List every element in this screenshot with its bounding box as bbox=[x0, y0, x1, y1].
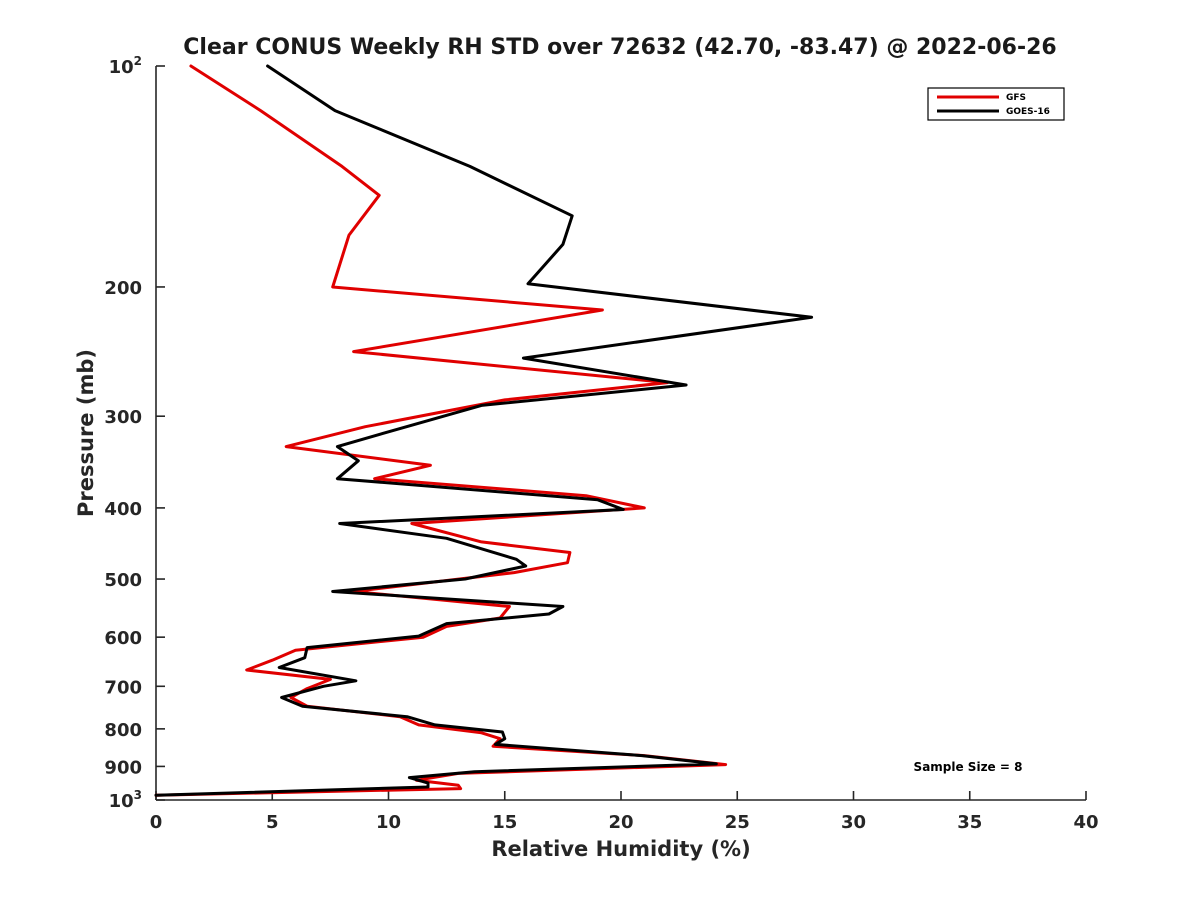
series-line-goes-16 bbox=[154, 64, 814, 797]
y-tick-label: 900 bbox=[104, 757, 142, 778]
y-tick-base: 10 bbox=[109, 791, 134, 812]
y-tick-exponent: 2 bbox=[134, 54, 142, 68]
legend-label-goes16: GOES-16 bbox=[1006, 107, 1050, 117]
y-tick-label: 600 bbox=[104, 628, 142, 649]
x-axis-label: Relative Humidity (%) bbox=[491, 837, 750, 861]
x-tick-label: 25 bbox=[725, 812, 750, 833]
y-axis-label: Pressure (mb) bbox=[74, 349, 98, 517]
axes bbox=[155, 66, 1086, 801]
legend: GFS GOES-16 bbox=[927, 87, 1065, 121]
y-tick-base: 10 bbox=[109, 57, 134, 78]
series-layer bbox=[154, 64, 814, 797]
sample-size-annotation: Sample Size = 8 bbox=[914, 760, 1023, 774]
y-tick-label: 103 bbox=[109, 788, 142, 812]
x-tick-label: 40 bbox=[1073, 812, 1098, 833]
y-tick-exponent: 3 bbox=[134, 788, 142, 802]
x-tick-label: 5 bbox=[266, 812, 279, 833]
x-tick-label: 10 bbox=[376, 812, 401, 833]
chart-title: Clear CONUS Weekly RH STD over 72632 (42… bbox=[183, 35, 1056, 60]
y-tick-label: 300 bbox=[104, 407, 142, 428]
y-tick-label: 500 bbox=[104, 570, 142, 591]
legend-label-gfs: GFS bbox=[1006, 93, 1026, 103]
y-tick-label: 700 bbox=[104, 677, 142, 698]
legend-box bbox=[927, 87, 1065, 121]
y-tick-label: 200 bbox=[104, 278, 142, 299]
x-ticks: 0 5 10 15 20 25 30 35 40 bbox=[150, 791, 1099, 833]
x-tick-label: 20 bbox=[608, 812, 633, 833]
x-tick-label: 35 bbox=[957, 812, 982, 833]
x-tick-label: 0 bbox=[150, 812, 163, 833]
x-tick-label: 30 bbox=[841, 812, 866, 833]
x-tick-label: 15 bbox=[492, 812, 517, 833]
y-tick-label: 800 bbox=[104, 720, 142, 741]
series-line-gfs bbox=[154, 64, 728, 797]
y-tick-label: 102 bbox=[109, 54, 142, 78]
y-tick-label: 400 bbox=[104, 499, 142, 520]
